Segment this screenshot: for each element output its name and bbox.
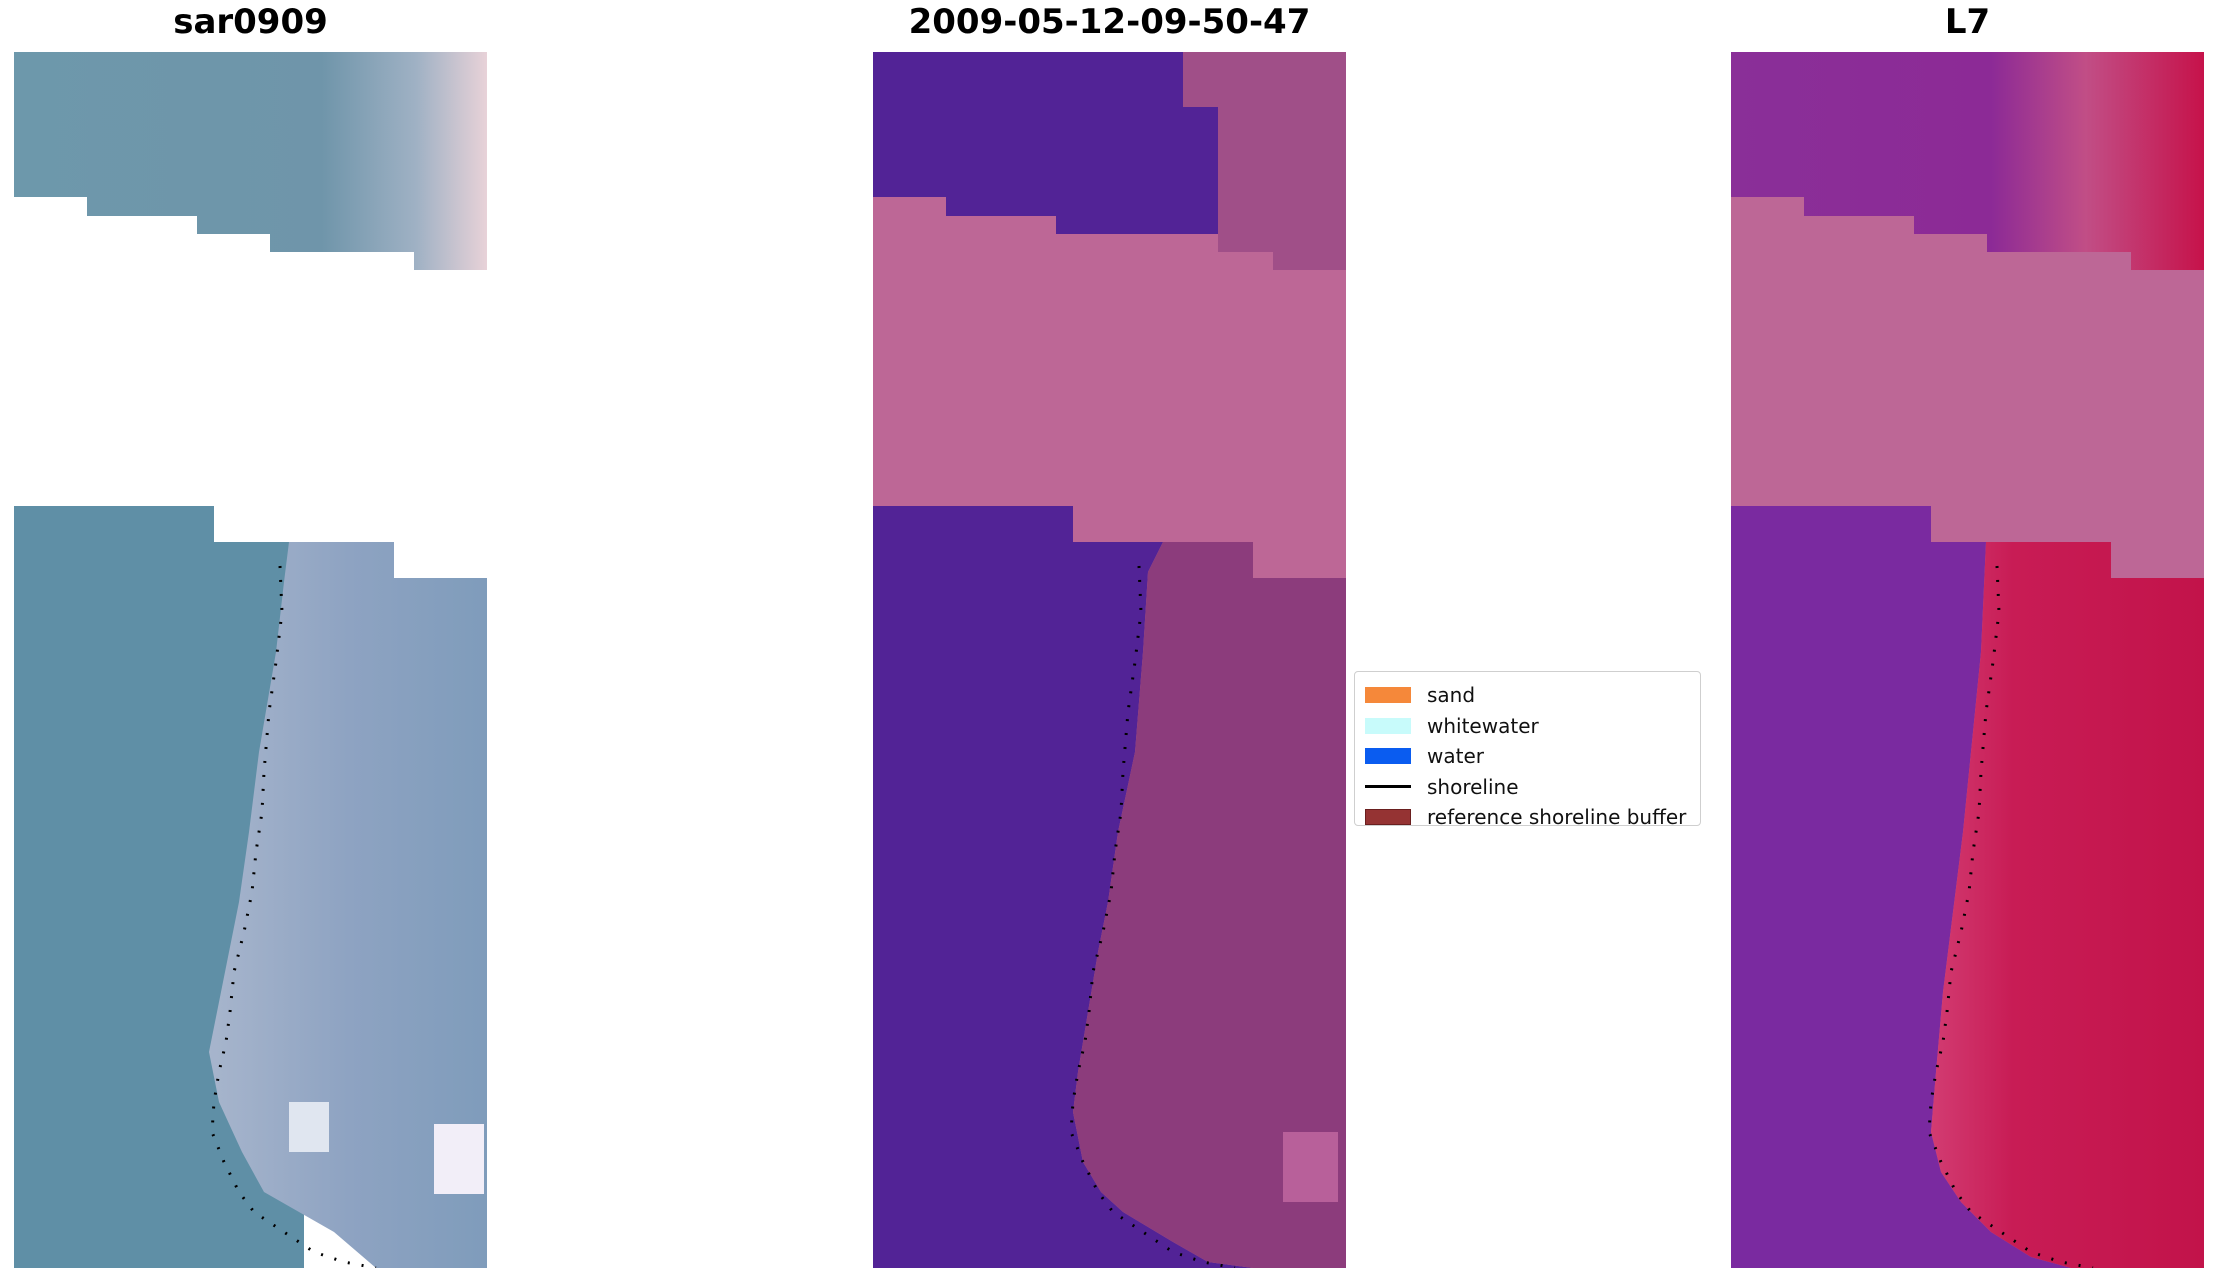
panel-title-l7: L7 — [1944, 2, 1991, 42]
legend-label: whitewater — [1427, 713, 1539, 738]
l7-top-strip — [1731, 52, 2204, 270]
legend-item-whitewater: whitewater — [1365, 711, 1690, 742]
legend-label: shoreline — [1427, 774, 1519, 799]
rgb-land — [209, 542, 487, 1268]
classified-image-panel — [873, 52, 1346, 1268]
legend: sand whitewater water shoreline referenc… — [1354, 671, 1701, 829]
classified-light-patch — [1283, 1132, 1338, 1202]
sand-swatch — [1365, 687, 1411, 704]
panel-title-sar0909: sar0909 — [173, 2, 328, 42]
classified-top-land — [1183, 52, 1346, 270]
l7-image-panel — [1731, 52, 2204, 1268]
legend-item-water: water — [1365, 741, 1690, 772]
water-swatch — [1365, 748, 1411, 765]
legend-label: sand — [1427, 683, 1476, 708]
l7-image — [1731, 52, 2204, 1268]
legend-label: reference shoreline buffer — [1427, 805, 1687, 830]
rgb-image-panel — [14, 52, 487, 1268]
rgb-image — [14, 52, 487, 1268]
legend-item-shoreline: shoreline — [1365, 772, 1690, 803]
rgb-bright-patch — [434, 1124, 484, 1194]
legend-item-reference-buffer: reference shoreline buffer — [1365, 802, 1690, 833]
shoreline-swatch — [1365, 785, 1411, 789]
l7-land — [1931, 542, 2204, 1268]
panel-title-date: 2009-05-12-09-50-47 — [908, 2, 1311, 42]
classified-water — [873, 506, 1253, 1268]
classified-top-water — [873, 52, 1218, 197]
classified-image — [873, 52, 1346, 1268]
classified-land — [1073, 542, 1346, 1268]
classified-top-water-step — [873, 197, 1218, 234]
whitewater-swatch — [1365, 717, 1411, 734]
legend-label: water — [1427, 744, 1484, 769]
rgb-bright-patch — [289, 1102, 329, 1152]
legend-item-sand: sand — [1365, 680, 1690, 711]
l7-water — [1731, 506, 2071, 1268]
reference-buffer-swatch — [1365, 809, 1411, 826]
rgb-top-strip — [14, 52, 487, 270]
